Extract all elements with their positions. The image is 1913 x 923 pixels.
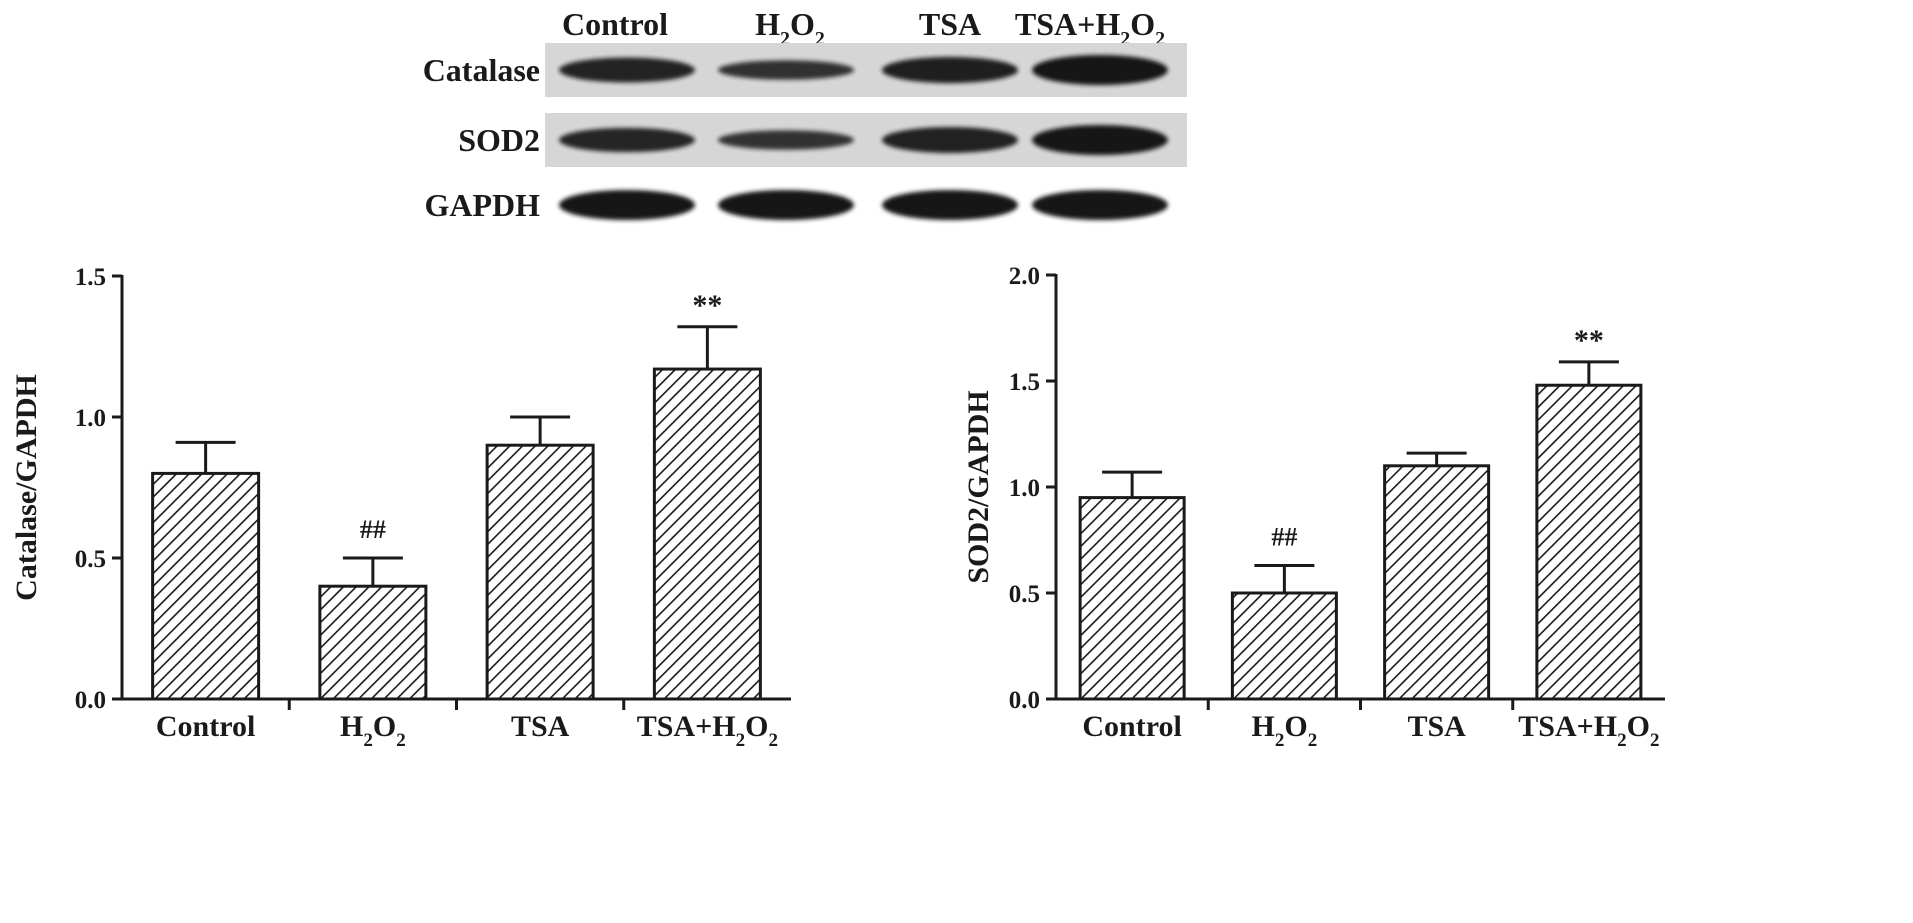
blot-rows: Catalase SOD2 GAPDH <box>423 43 1187 223</box>
significance-label: ## <box>360 515 386 544</box>
significance-label: ** <box>692 289 722 322</box>
blot-row-label: SOD2 <box>458 122 540 158</box>
blot-band-tsa <box>882 56 1018 84</box>
blot-lane-label-tsa: TSA <box>919 6 981 42</box>
bar-group-tsa <box>485 415 595 701</box>
x-tick-label-tsa: TSA <box>1407 710 1466 743</box>
x-tick-label-h2o2: H2O2 <box>340 710 406 751</box>
x-tick-label-tsa-plus-h2o2: TSA+H2O2 <box>1518 710 1659 751</box>
bar-group-tsa-plus-h2o2: ** <box>652 289 762 701</box>
bar-group-control <box>151 440 261 701</box>
significance-label: ** <box>1574 324 1604 357</box>
blot-band-control <box>559 57 695 83</box>
blot-band-h2o2 <box>718 60 854 80</box>
bar-h2o2 <box>318 584 428 701</box>
bar-group-h2o2: ## <box>318 515 428 701</box>
blot-row-label: Catalase <box>423 52 540 88</box>
y-tick-label: 1.0 <box>75 405 106 432</box>
blot-band-control <box>559 190 695 220</box>
bar-group-control <box>1078 470 1186 701</box>
y-tick-label: 2.0 <box>1009 263 1040 290</box>
y-tick-label: 1.0 <box>1009 475 1040 502</box>
blot-band-tsa-plus-h2o2 <box>1032 125 1168 155</box>
catalase-chart: 0.0 0.5 1.0 1.5 Catalase/GAPDH Control ## H2O2 T… <box>10 264 791 751</box>
x-tick-label-tsa-plus-h2o2: TSA+H2O2 <box>637 710 778 751</box>
x-tick-label-control: Control <box>156 710 255 743</box>
bar-h2o2 <box>1230 591 1338 701</box>
y-tick-label: 0.0 <box>75 687 106 714</box>
blot-row-catalase: Catalase <box>423 43 1187 97</box>
y-tick-label: 0.5 <box>1009 581 1040 608</box>
bar-group-tsa-plus-h2o2: ** <box>1535 324 1643 701</box>
y-axis-title: Catalase/GAPDH <box>10 374 43 601</box>
blot-band-tsa-plus-h2o2 <box>1032 55 1168 85</box>
western-blot-panel: Control H2O2 TSA TSA+H2O2 Catalase SOD2 GAPDH <box>423 6 1187 223</box>
y-axis-ticks: 0.0 0.5 1.0 1.5 2.0 <box>1009 263 1056 714</box>
blot-band-h2o2 <box>718 190 854 220</box>
bar-tsa-plus-h2o2 <box>1535 383 1643 701</box>
bar-tsa <box>1383 464 1491 701</box>
blot-band-tsa <box>882 127 1018 153</box>
blot-band-h2o2 <box>718 130 854 150</box>
sod2-chart: 0.0 0.5 1.0 1.5 2.0 SOD2/GAPDH Control ## H2O2 TS… <box>962 263 1665 751</box>
x-tick-label-h2o2: H2O2 <box>1252 710 1318 751</box>
bar-control <box>1078 496 1186 701</box>
blot-lane-label-h2o2: H2O2 <box>755 6 825 50</box>
blot-row-gapdh: GAPDH <box>424 187 1168 223</box>
blot-lane-label-tsa-plus-h2o2: TSA+H2O2 <box>1015 6 1165 50</box>
bar-tsa-plus-h2o2 <box>652 367 762 701</box>
blot-band-tsa-plus-h2o2 <box>1032 190 1168 220</box>
y-axis-title: SOD2/GAPDH <box>962 390 995 583</box>
blot-row-sod2: SOD2 <box>458 113 1187 167</box>
blot-band-control <box>559 127 695 153</box>
x-tick-label-tsa: TSA <box>511 710 570 743</box>
bar-control <box>151 471 261 701</box>
bar-group-h2o2: ## <box>1230 522 1338 701</box>
blot-lane-labels: Control H2O2 TSA TSA+H2O2 <box>562 6 1165 50</box>
y-tick-label: 0.5 <box>75 546 106 573</box>
y-tick-label: 1.5 <box>75 264 106 291</box>
x-tick-label-control: Control <box>1082 710 1181 743</box>
y-tick-label: 0.0 <box>1009 687 1040 714</box>
blot-lane-label-control: Control <box>562 6 668 42</box>
y-axis-ticks: 0.0 0.5 1.0 1.5 <box>75 264 122 714</box>
y-tick-label: 1.5 <box>1009 369 1040 396</box>
bar-group-tsa <box>1383 451 1491 701</box>
blot-band-tsa <box>882 190 1018 220</box>
significance-label: ## <box>1271 522 1297 551</box>
bar-tsa <box>485 443 595 701</box>
blot-row-label: GAPDH <box>424 187 540 223</box>
